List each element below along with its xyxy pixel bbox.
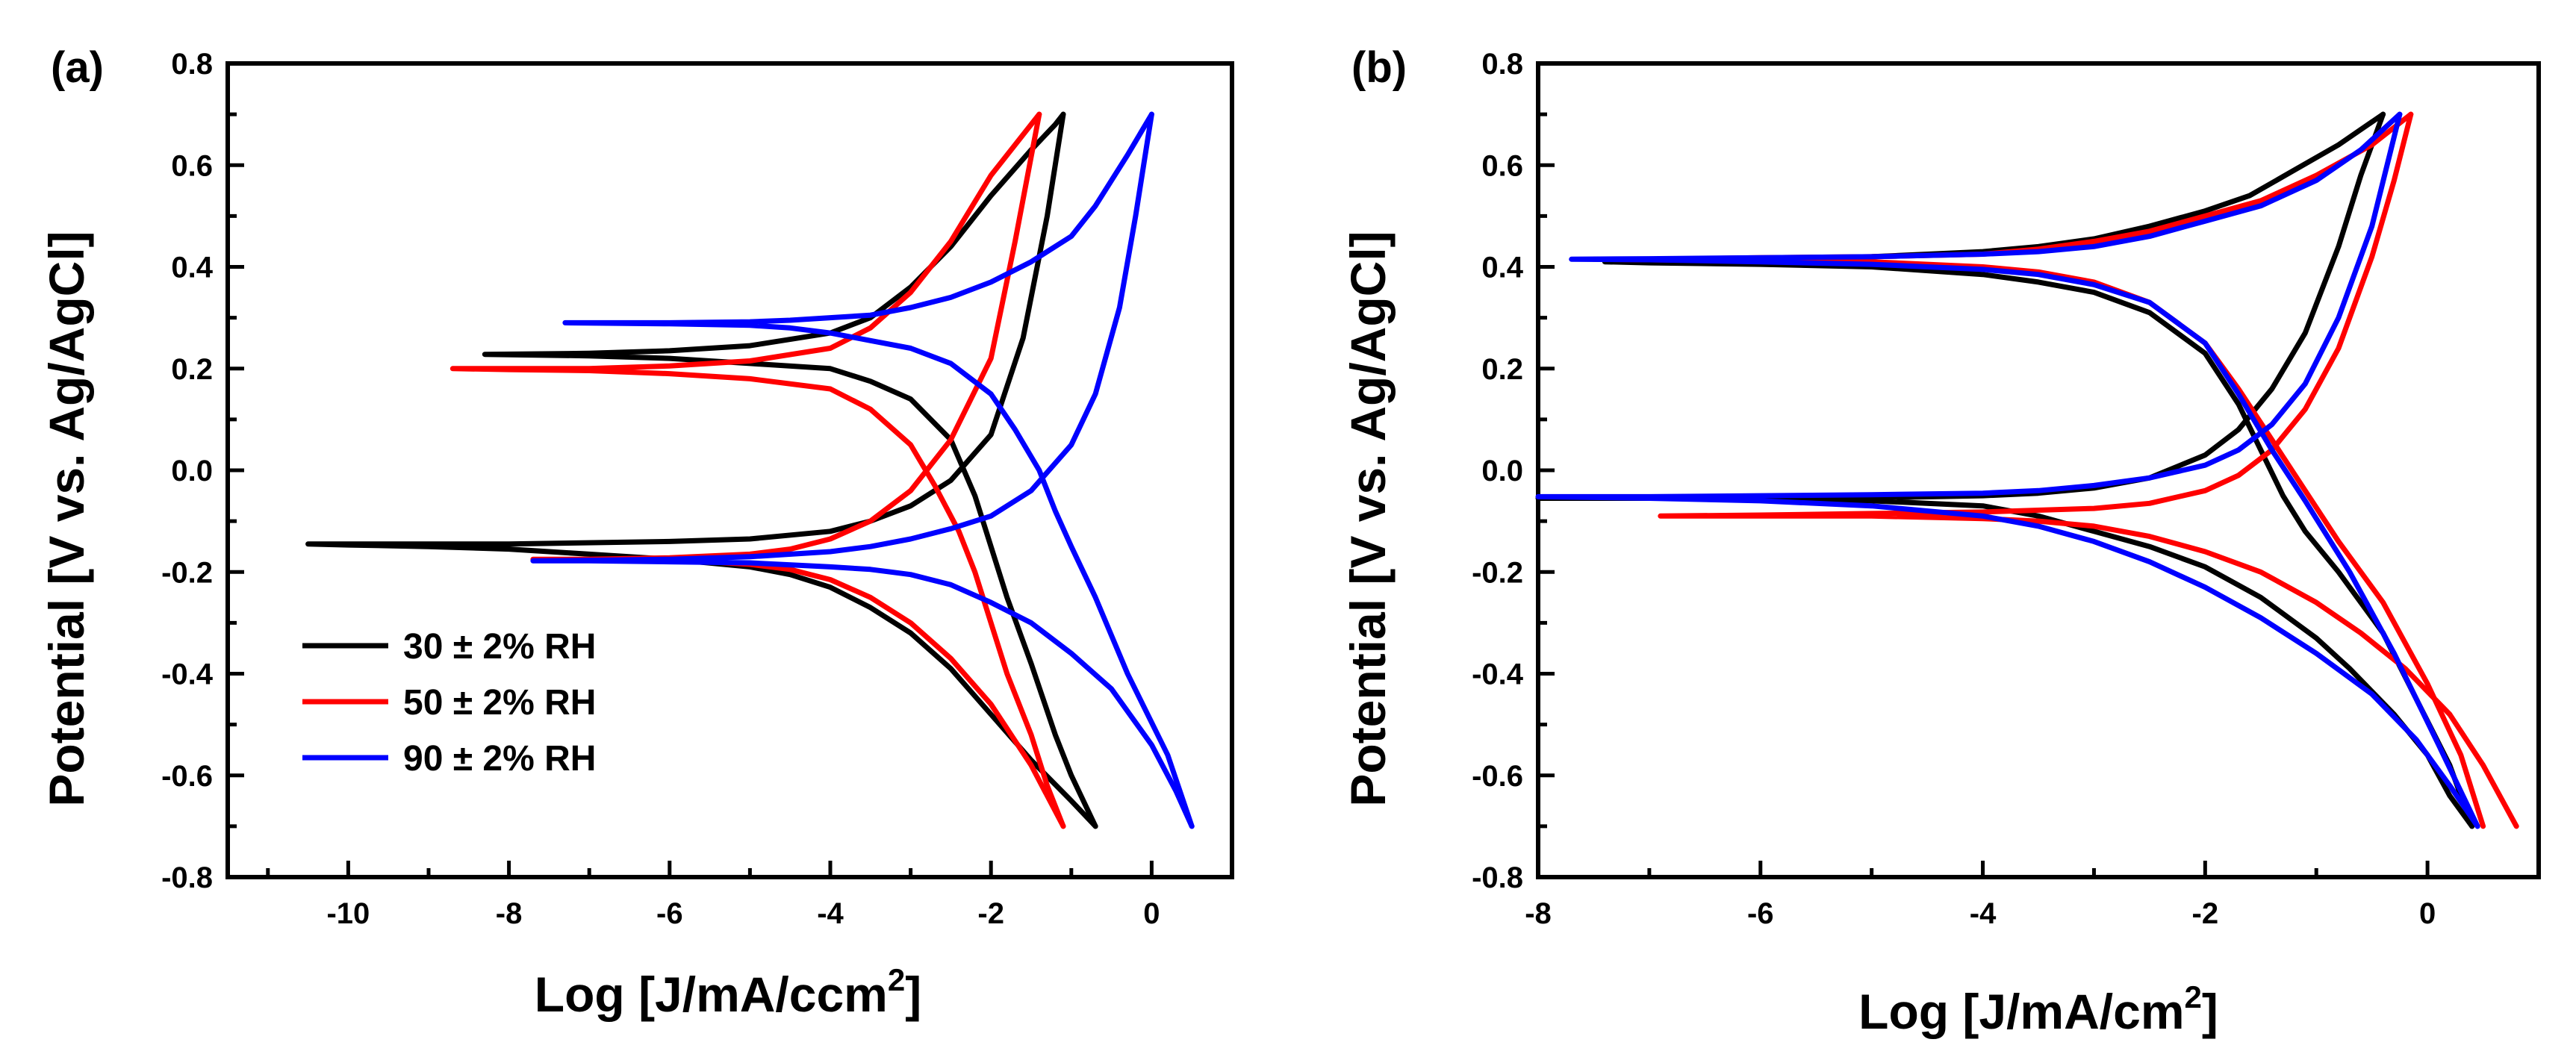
panel-b-curve-0 bbox=[1535, 111, 2475, 829]
panel-b-curve-5 bbox=[1569, 111, 2480, 829]
panel-a-y-tick-label: -0.8 bbox=[161, 861, 213, 894]
panel-b-curve-1 bbox=[1602, 111, 2475, 829]
panel-b-y-tick-label: 0.2 bbox=[1481, 353, 1523, 386]
panel-a-x-tick-label: -6 bbox=[656, 897, 683, 930]
panel-a-x-axis-label-main: Log [J/mA/ccm bbox=[535, 967, 888, 1022]
legend-label-50rh: 50 ± 2% RH bbox=[403, 683, 596, 723]
panel-b-y-tick-label: 0.6 bbox=[1481, 149, 1523, 182]
panel-a-x-tick-label: 0 bbox=[1143, 897, 1160, 930]
panel-a-curve-4 bbox=[530, 111, 1195, 829]
panel-a-curve-5 bbox=[562, 111, 1195, 829]
panel-a-y-tick-label: -0.2 bbox=[161, 556, 213, 589]
panel-b-y-tick-label: 0.0 bbox=[1481, 455, 1523, 487]
panel-a-x-tick-label: -8 bbox=[496, 897, 523, 930]
panel-a-x-tick-label: -10 bbox=[326, 897, 370, 930]
panel-b-frame bbox=[1536, 61, 2541, 879]
panel-b-y-tick-label: -0.2 bbox=[1472, 556, 1523, 589]
panel-a-curves bbox=[305, 111, 1195, 829]
panel-a-x-tick-label: -2 bbox=[977, 897, 1004, 930]
panel-b-y-tick-label: -0.4 bbox=[1472, 658, 1524, 691]
panel-b-y-tick-label: -0.6 bbox=[1472, 760, 1523, 793]
panel-b-label: (b) bbox=[1351, 43, 1407, 92]
panel-a-y-tick-label: 0.0 bbox=[171, 455, 213, 487]
panel-a-curve-0 bbox=[305, 111, 1098, 829]
panel-a-curve-3 bbox=[449, 111, 1066, 829]
panel-a-y-axis-label: Potential [V vs. Ag/AgCl] bbox=[39, 231, 94, 806]
panel-a-label: (a) bbox=[51, 43, 104, 92]
legend: 30 ± 2% RH 50 ± 2% RH 90 ± 2% RH bbox=[302, 627, 596, 779]
panel-b-curves bbox=[1535, 111, 2519, 829]
panel-a-x-axis-label-sup: 2 bbox=[888, 962, 905, 997]
legend-label-90rh: 90 ± 2% RH bbox=[403, 739, 596, 779]
panel-b-axes: -8 -6 -4 -2 0 -0.8 -0.6 -0.4 -0.2 0.0 0.2 0.4 0.6 0.8 bbox=[1472, 48, 2541, 930]
panel-b-y-tick-label: 0.4 bbox=[1481, 252, 1523, 284]
panel-b-y-tick-label: 0.8 bbox=[1481, 48, 1523, 81]
panel-a-x-tick-label: -4 bbox=[817, 897, 844, 930]
panel-a-y-tick-label: 0.2 bbox=[171, 353, 213, 386]
panel-b-y-tick-label: -0.8 bbox=[1472, 861, 1523, 894]
panel-b-x-tick-label: -2 bbox=[2192, 897, 2219, 930]
panel-a-x-axis-label: Log [J/mA/ccm2] bbox=[535, 962, 921, 1022]
panel-a-y-tick-label: -0.4 bbox=[161, 658, 214, 691]
panel-b-curve-4 bbox=[1535, 111, 2480, 829]
panel-b-x-tick-label: -6 bbox=[1747, 897, 1774, 930]
panel-b-x-axis-label-main: Log [J/mA/cm bbox=[1858, 984, 2184, 1039]
panel-a-y-tick-label: 0.4 bbox=[171, 252, 213, 284]
panel-a-y-tick-label: -0.6 bbox=[161, 760, 213, 793]
panel-a: (a) -10 -8 -6 -4 -2 0 -0.8 -0.6 -0.4 -0.2 0.0 0.2 0.… bbox=[39, 43, 1234, 1022]
panel-b-x-axis-label-end: ] bbox=[2202, 984, 2218, 1039]
panel-b-x-axis-label-sup: 2 bbox=[2185, 979, 2202, 1014]
panel-b-x-tick-label: 0 bbox=[2419, 897, 2436, 930]
panel-b-x-axis-label: Log [J/mA/cm2] bbox=[1858, 979, 2218, 1039]
panel-b-x-tick-label: -8 bbox=[1525, 897, 1552, 930]
panel-a-y-tick-label: 0.6 bbox=[171, 149, 213, 182]
panel-b-x-tick-label: -4 bbox=[1970, 897, 1997, 930]
panel-a-axes: -10 -8 -6 -4 -2 0 -0.8 -0.6 -0.4 -0.2 0.0 0.2 0.4 0.6… bbox=[161, 48, 1234, 930]
panel-b-y-axis-label: Potential [V vs. Ag/AgCl] bbox=[1340, 231, 1396, 806]
panel-b-curve-2 bbox=[1658, 111, 2519, 829]
panel-a-curve-2 bbox=[530, 111, 1066, 829]
panel-b: (b) -8 -6 -4 -2 0 -0.8 -0.6 -0.4 -0.2 0.0 0.2 0.4 0.… bbox=[1340, 43, 2541, 1039]
panel-b-curve-3 bbox=[1590, 111, 2486, 829]
legend-label-30rh: 30 ± 2% RH bbox=[403, 627, 596, 667]
panel-a-x-axis-label-end: ] bbox=[905, 967, 921, 1022]
panel-a-y-tick-label: 0.8 bbox=[171, 48, 213, 81]
